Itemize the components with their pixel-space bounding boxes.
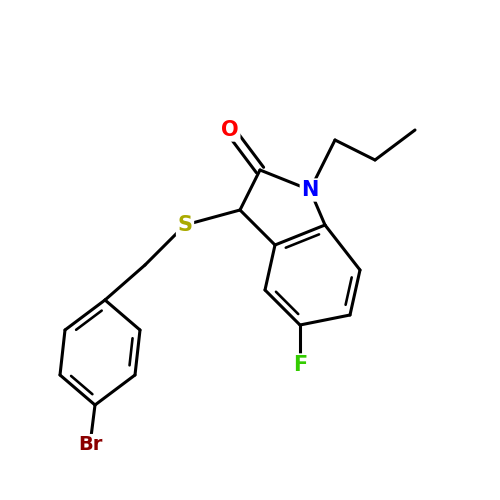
Text: Br: Br <box>78 436 102 454</box>
Text: N: N <box>302 180 318 200</box>
Text: O: O <box>221 120 239 140</box>
Text: S: S <box>178 215 192 235</box>
Text: F: F <box>293 355 307 375</box>
